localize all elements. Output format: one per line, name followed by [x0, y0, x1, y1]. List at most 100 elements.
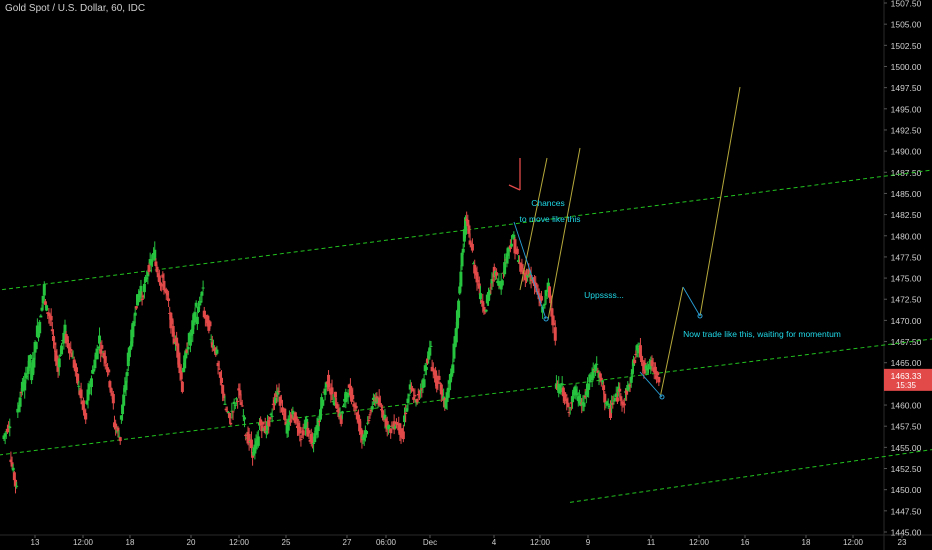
- candle-body: [646, 367, 650, 369]
- candle-body: [236, 400, 240, 402]
- candle-body: [19, 391, 23, 393]
- candle-body: [268, 417, 272, 420]
- candle-body: [553, 327, 557, 341]
- candle-body: [552, 322, 556, 325]
- candle-body: [424, 367, 428, 370]
- candle-body: [656, 372, 660, 376]
- candle-body: [369, 409, 373, 412]
- candle-body: [543, 304, 547, 306]
- candle-body: [316, 418, 320, 432]
- candle-body: [167, 298, 171, 301]
- candle-body: [51, 335, 55, 341]
- candle-body: [239, 402, 243, 405]
- candle-body: [360, 430, 364, 441]
- candle-body: [507, 248, 511, 252]
- candle-body: [35, 325, 39, 337]
- candle-body: [451, 364, 455, 374]
- candle-body: [331, 400, 335, 402]
- candle-body: [43, 301, 47, 305]
- candle-body: [141, 295, 145, 298]
- candle-body: [567, 411, 571, 413]
- candle-body: [58, 354, 62, 356]
- candle-body: [337, 408, 341, 418]
- channel-line-lower: [569, 449, 932, 503]
- candle-body: [351, 394, 355, 400]
- candle-body: [379, 409, 383, 411]
- candle-body: [157, 275, 161, 283]
- candle-body: [481, 301, 485, 307]
- candle-body: [462, 229, 466, 242]
- x-tick-label: 4: [492, 538, 497, 547]
- candle-body: [281, 407, 285, 413]
- candle-body: [429, 345, 433, 347]
- candle-body: [175, 337, 179, 346]
- candle-body: [579, 398, 583, 406]
- candle-body: [544, 290, 548, 296]
- y-tick-label: 1475.00: [891, 274, 922, 284]
- candle-body: [201, 287, 205, 289]
- candle-body: [290, 414, 294, 419]
- candle-body: [521, 270, 525, 274]
- candle-body: [125, 372, 129, 376]
- projection-path: [699, 86, 741, 317]
- candle-body: [216, 362, 220, 367]
- candle-body: [439, 384, 443, 395]
- candle-body: [196, 306, 200, 312]
- candle-body: [401, 431, 405, 440]
- candle-body: [104, 364, 108, 366]
- candle-body: [10, 462, 14, 467]
- candle-body: [38, 321, 42, 334]
- channel-line-middle: [0, 338, 932, 456]
- arrow-head: [697, 313, 703, 319]
- candle-body: [472, 263, 476, 265]
- candle-body: [390, 425, 394, 427]
- candle-body: [398, 423, 402, 435]
- candle-body: [243, 417, 247, 420]
- candle-body: [614, 393, 618, 398]
- candle-body: [484, 309, 488, 312]
- x-tick-label: 12:00: [73, 538, 94, 547]
- candle-body: [127, 347, 131, 358]
- candle-body: [338, 413, 342, 417]
- candle-body: [516, 260, 520, 262]
- candle-body: [69, 349, 73, 351]
- candle-body: [449, 373, 453, 383]
- candle-body: [267, 420, 271, 426]
- candle-body: [478, 293, 482, 300]
- candle-body: [470, 243, 474, 251]
- x-tick-label: 06:00: [376, 538, 397, 547]
- candle-body: [408, 384, 412, 390]
- candle-body: [515, 248, 519, 254]
- candle-body: [291, 410, 295, 415]
- candle-body: [28, 354, 32, 360]
- candle-body: [145, 277, 149, 280]
- candle-body: [188, 339, 192, 346]
- candle-body: [328, 388, 332, 392]
- candle-body: [378, 403, 382, 405]
- y-tick-label: 1477.50: [891, 252, 922, 262]
- candle-body: [96, 347, 100, 349]
- candle-body: [186, 346, 190, 350]
- candle-body: [618, 388, 622, 392]
- x-tick-label: 18: [126, 538, 135, 547]
- candle-body: [305, 418, 309, 430]
- candle-body: [178, 366, 182, 374]
- candle-body: [508, 245, 512, 249]
- candle-body: [583, 395, 587, 398]
- candle-body: [93, 359, 97, 369]
- candle-body: [208, 321, 212, 327]
- candle-body: [600, 380, 604, 383]
- candle-body: [147, 265, 151, 272]
- candle-body: [636, 348, 640, 354]
- candle-body: [655, 375, 659, 379]
- candle-body: [591, 369, 595, 379]
- candle-body: [150, 260, 154, 262]
- candle-body: [309, 433, 313, 441]
- candle-body: [269, 413, 273, 415]
- candle-body: [606, 403, 610, 406]
- candle-body: [25, 376, 29, 378]
- candle-body: [524, 274, 528, 281]
- candle-body: [199, 301, 203, 303]
- y-tick-label: 1497.50: [891, 83, 922, 93]
